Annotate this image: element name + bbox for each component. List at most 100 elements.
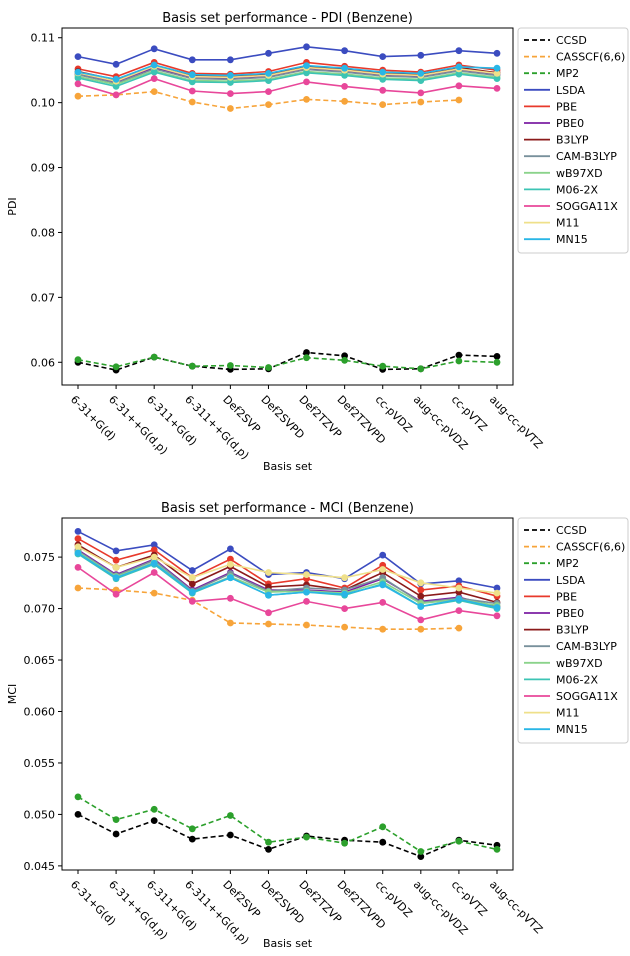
- mci-series-m11: [74, 543, 501, 597]
- data-point: [150, 68, 158, 76]
- pdi-series-mn15: [74, 61, 501, 83]
- data-point: [265, 364, 272, 371]
- legend-entry-label: CCSD: [556, 34, 587, 47]
- y-tick-label: 0.075: [24, 551, 56, 564]
- data-point: [112, 574, 120, 582]
- data-point: [74, 80, 82, 88]
- data-point: [265, 77, 272, 84]
- data-point: [74, 793, 82, 801]
- data-point: [265, 591, 272, 599]
- y-tick-label: 0.08: [31, 226, 56, 239]
- data-point: [227, 90, 234, 97]
- data-point: [417, 579, 425, 587]
- data-point: [379, 599, 387, 606]
- data-point: [493, 589, 501, 597]
- legend-entry-label: PBE0: [556, 607, 584, 620]
- data-point: [74, 53, 82, 60]
- data-point: [417, 365, 425, 373]
- y-tick-label: 0.045: [24, 860, 56, 873]
- data-point: [227, 831, 234, 839]
- data-point: [150, 45, 158, 53]
- pdi-series-m06-2x: [74, 68, 501, 90]
- data-point: [493, 49, 501, 57]
- data-point: [188, 580, 196, 588]
- data-point: [417, 616, 425, 624]
- data-point: [150, 805, 158, 813]
- y-tick-label: 0.11: [31, 32, 56, 45]
- data-point: [227, 545, 234, 553]
- data-point: [493, 70, 501, 77]
- legend-entry-label: CASSCF(6,6): [556, 541, 625, 554]
- data-point: [417, 98, 425, 106]
- data-point: [379, 53, 387, 60]
- data-point: [455, 577, 463, 585]
- data-point: [341, 83, 348, 90]
- data-point: [112, 830, 120, 838]
- data-point: [112, 363, 120, 371]
- data-point: [188, 78, 196, 86]
- mci-series-ccsd: [74, 811, 501, 860]
- data-point: [455, 584, 463, 592]
- data-point: [150, 569, 158, 576]
- data-point: [265, 70, 272, 77]
- data-point: [417, 592, 425, 600]
- series-line: [77, 356, 498, 370]
- data-point: [74, 811, 82, 818]
- legend-entry-label: LSDA: [556, 574, 585, 587]
- x-tick-label: aug-cc-pVTZ: [487, 878, 546, 937]
- pdi-chart-title: Basis set performance - PDI (Benzene): [162, 11, 413, 26]
- data-point: [417, 586, 425, 594]
- data-point: [303, 69, 310, 77]
- pdi-chart: Basis set performance - PDI (Benzene) 0.0…: [6, 11, 629, 473]
- data-point: [493, 75, 501, 82]
- data-point: [150, 88, 158, 95]
- data-point: [188, 567, 196, 574]
- data-point: [379, 551, 387, 559]
- data-point: [74, 543, 82, 551]
- pdi-series-ccsd: [74, 349, 501, 374]
- data-point: [341, 590, 348, 598]
- data-point: [188, 87, 196, 95]
- data-point: [303, 571, 310, 578]
- pdi-y-axis-label: PDI: [6, 197, 19, 215]
- data-point: [265, 620, 272, 628]
- pdi-series-mp2: [74, 353, 501, 373]
- legend-entry-label: LSDA: [556, 84, 585, 97]
- mci-y-axis-label: MCI: [6, 684, 19, 704]
- data-point: [455, 357, 463, 365]
- data-point: [188, 574, 196, 582]
- data-point: [227, 105, 234, 112]
- series-line: [77, 69, 498, 86]
- data-point: [227, 72, 234, 79]
- legend-entry-label: M06-2X: [556, 183, 598, 196]
- data-point: [227, 555, 234, 563]
- y-tick-label: 0.065: [24, 654, 56, 667]
- mci-chart: Basis set performance - MCI (Benzene) 0.0…: [6, 501, 629, 950]
- data-point: [379, 581, 387, 589]
- x-tick-label: aug-cc-pVTZ: [487, 393, 546, 452]
- legend-entry-label: B3LYP: [556, 624, 589, 637]
- data-point: [341, 64, 348, 72]
- data-point: [341, 72, 348, 79]
- data-point: [188, 98, 196, 106]
- legend-entry-label: wB97XD: [556, 657, 603, 670]
- data-point: [303, 833, 310, 841]
- data-point: [303, 349, 310, 356]
- data-point: [188, 835, 196, 843]
- data-point: [379, 823, 387, 831]
- data-point: [417, 603, 425, 610]
- data-point: [188, 362, 196, 370]
- legend-entry-label: B3LYP: [556, 134, 589, 147]
- mci-series-sogga11x: [74, 564, 501, 624]
- data-point: [188, 825, 196, 833]
- legend-entry-label: SOGGA11X: [556, 200, 618, 213]
- series-line: [77, 551, 498, 607]
- series-line: [77, 546, 498, 594]
- series-line: [77, 552, 498, 609]
- data-point: [455, 63, 463, 71]
- data-point: [150, 559, 158, 567]
- data-point: [455, 624, 463, 632]
- pdi-series-lsda: [74, 43, 501, 68]
- mci-plot-frame: [61, 517, 514, 871]
- data-point: [265, 88, 272, 95]
